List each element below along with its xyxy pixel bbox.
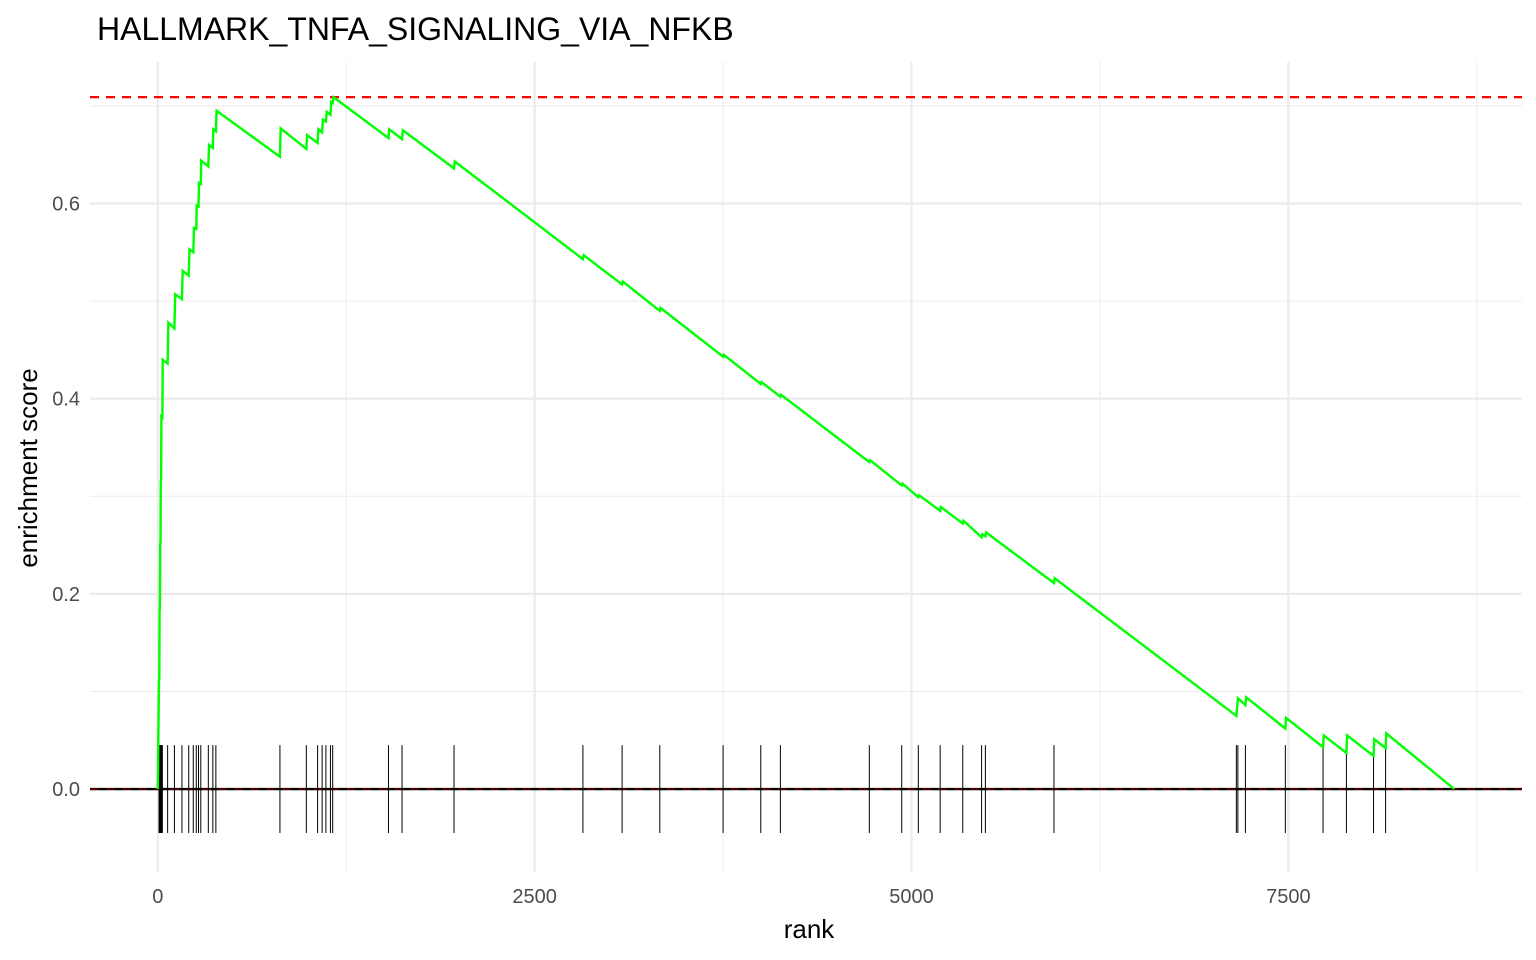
y-tick-label: 0.2 (52, 584, 80, 606)
reference-lines (90, 96, 1522, 791)
x-tick-label: 5000 (889, 886, 934, 908)
x-axis-title: rank (784, 914, 836, 944)
x-tick-label: 2500 (512, 886, 557, 908)
x-tick-label: 7500 (1266, 886, 1311, 908)
y-tick-label: 0.6 (52, 194, 80, 216)
enrichment-curve (156, 94, 1455, 790)
y-tick-label: 0.0 (52, 779, 80, 801)
axis-tick-labels: 0 2500 5000 7500 0.0 0.2 0.4 0.6 (52, 194, 1310, 908)
chart-title: HALLMARK_TNFA_SIGNALING_VIA_NFKB (97, 11, 734, 47)
y-axis-title: enrichment score (13, 368, 43, 567)
y-tick-label: 0.4 (52, 389, 80, 411)
gene-hit-rug (158, 745, 1387, 833)
enrichment-curve-layer (156, 94, 1455, 790)
x-tick-label: 0 (152, 886, 163, 908)
